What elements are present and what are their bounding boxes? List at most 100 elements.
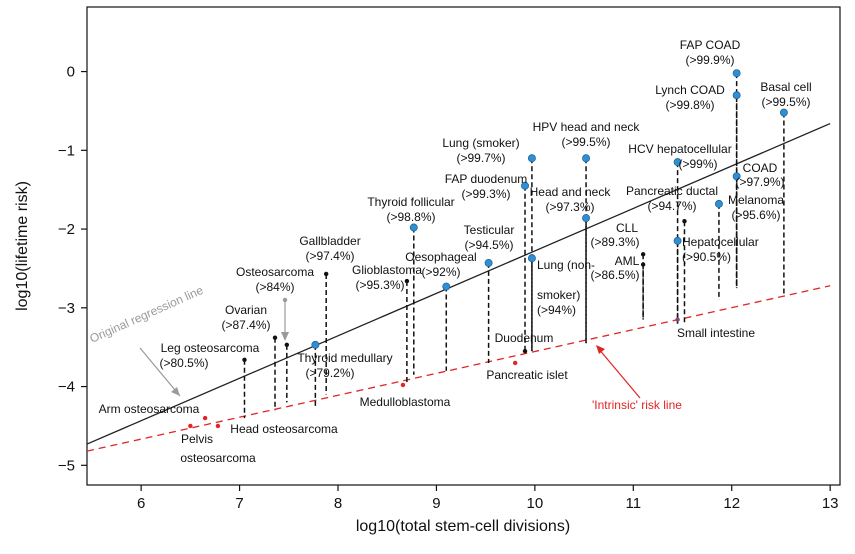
point-pct-label: (>99.3%) — [461, 187, 510, 201]
point-pct-label: (>99%) — [678, 157, 717, 171]
osteosarcoma-arrow-origin — [282, 297, 288, 303]
data-point — [673, 158, 682, 167]
data-point — [323, 271, 329, 277]
point-pct-label: (>99.5%) — [761, 95, 810, 109]
y-tick-label: −4 — [58, 379, 75, 396]
point-label: CLL — [616, 221, 638, 235]
data-point — [779, 108, 788, 117]
y-tick-label: −2 — [58, 221, 75, 238]
data-point — [409, 223, 418, 232]
data-point — [640, 252, 646, 257]
point-label: FAP COAD — [680, 38, 741, 52]
data-point — [732, 91, 741, 100]
point-pct-label: (>95.6%) — [731, 208, 780, 222]
data-point — [202, 415, 208, 421]
point-pct-label: (>98.8%) — [386, 210, 435, 224]
intrinsic-label-arrowhead — [596, 345, 605, 354]
point-label: Ovarian — [225, 303, 267, 317]
data-point — [404, 278, 410, 284]
regression-line — [87, 122, 831, 445]
data-point — [675, 317, 680, 322]
point-label: Head and neck — [530, 185, 612, 199]
point-label: Testicular — [464, 223, 515, 237]
point-pct-label: (>94.7%) — [647, 199, 696, 213]
point-label: smoker) — [537, 288, 580, 302]
y-tick-label: −5 — [58, 457, 75, 474]
point-pct-label: (>94.5%) — [464, 238, 513, 252]
point-label: FAP duodenum — [445, 172, 528, 186]
y-tick-label: −1 — [58, 142, 75, 159]
point-label: COAD — [743, 161, 778, 175]
data-points — [188, 69, 788, 429]
x-tick-label: 8 — [334, 495, 342, 512]
point-pct-label: (>97.4%) — [305, 249, 354, 263]
data-point — [442, 282, 451, 291]
plot-frame — [86, 6, 841, 486]
point-label: Hepatocellular — [682, 235, 759, 249]
y-axis-title: log10(lifetime risk) — [14, 181, 31, 311]
x-axis-title: log10(total stem-cell divisions) — [356, 518, 570, 535]
point-label: Gallbladder — [299, 234, 360, 248]
point-label: Lynch COAD — [655, 83, 725, 97]
data-point — [673, 236, 682, 245]
point-pct-label: (>99.7%) — [456, 151, 505, 165]
point-label: Duodenum — [495, 331, 554, 345]
point-label: Osteosarcoma — [236, 265, 314, 279]
data-point — [640, 262, 646, 267]
point-label: osteosarcoma — [180, 451, 256, 465]
point-label: Thyroid medullary — [297, 351, 392, 365]
x-tick-label: 12 — [723, 495, 740, 512]
data-point — [732, 69, 741, 78]
point-label: Melanoma — [728, 193, 784, 207]
point-pct-label: (>99.5%) — [561, 135, 610, 149]
data-point — [582, 154, 590, 163]
point-pct-label: (>89.3%) — [590, 235, 639, 249]
point-label: Leg osteosarcoma — [161, 341, 260, 355]
x-tick-label: 13 — [822, 495, 839, 512]
x-tick-label: 9 — [432, 495, 440, 512]
point-pct-label: (>97.3%) — [545, 200, 594, 214]
data-point — [272, 335, 278, 340]
point-pct-label: (>80.5%) — [159, 356, 208, 370]
regression-line-label: Original regression line — [88, 283, 206, 346]
point-label: Pelvis — [181, 432, 213, 446]
point-pct-label: (>99.8%) — [665, 98, 714, 112]
data-point — [527, 254, 536, 263]
osteosarcoma-arrowhead — [281, 332, 289, 341]
regression-label-arrowhead — [171, 387, 180, 396]
data-point — [188, 423, 193, 429]
point-label: Lung (smoker) — [442, 136, 519, 150]
y-tick-label: −3 — [58, 300, 75, 317]
y-tick-label: 0 — [67, 64, 75, 81]
point-pct-label: (>79.2%) — [305, 366, 354, 380]
point-pct-label: (>90.5%) — [682, 250, 731, 264]
data-point — [512, 360, 518, 366]
x-tick-label: 7 — [235, 495, 243, 512]
data-point — [242, 357, 247, 362]
point-pct-label: (>86.5%) — [590, 268, 639, 282]
point-pct-label: (>84%) — [255, 280, 294, 294]
point-label: Lung (non- — [537, 258, 595, 272]
point-label: AML — [615, 254, 640, 268]
x-tick-label: 10 — [527, 495, 544, 512]
point-label: Glioblastoma — [352, 263, 422, 277]
x-tick-label: 11 — [626, 495, 642, 512]
point-label: Pancreatic islet — [486, 368, 568, 382]
trend-lines — [87, 122, 831, 452]
axes: 6 7 8 9 10 11 12 13 0 −1 −2 −3 −4 −5 — [58, 64, 839, 512]
point-pct-label: (>99.9%) — [685, 53, 734, 67]
point-label: Basal cell — [760, 80, 811, 94]
data-point — [732, 172, 741, 181]
data-point — [527, 154, 536, 163]
point-pct-label: (>94%) — [537, 303, 576, 317]
intrinsic-risk-line — [87, 285, 831, 452]
data-point — [215, 423, 221, 429]
point-label: Thyroid follicular — [367, 195, 454, 209]
x-tick-label: 6 — [137, 495, 145, 512]
data-point — [284, 342, 290, 348]
point-label: HPV head and neck — [533, 120, 641, 134]
point-label: Medulloblastoma — [360, 395, 451, 409]
point-pct-label: (>97.9%) — [735, 175, 784, 189]
regression-label-arrow — [139, 347, 181, 397]
